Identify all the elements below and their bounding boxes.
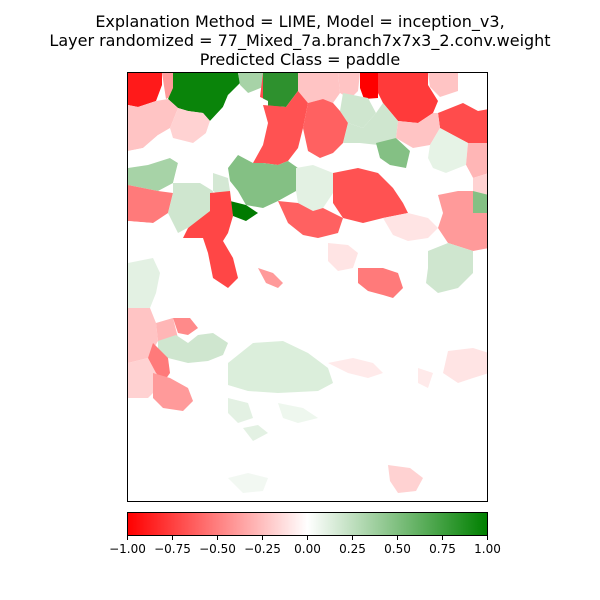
superpixel bbox=[443, 348, 487, 383]
superpixel bbox=[170, 108, 210, 143]
superpixel bbox=[228, 155, 298, 208]
superpixel bbox=[128, 358, 158, 398]
superpixel bbox=[388, 465, 423, 493]
superpixel bbox=[376, 138, 410, 168]
superpixel bbox=[253, 91, 308, 165]
superpixel bbox=[360, 73, 378, 99]
superpixel bbox=[168, 183, 213, 233]
superpixel bbox=[206, 85, 268, 163]
superpixel bbox=[458, 73, 487, 113]
colorbar-tick-label: 0.00 bbox=[294, 542, 321, 556]
superpixel bbox=[396, 113, 440, 148]
heatmap-svg bbox=[128, 73, 487, 493]
superpixel bbox=[298, 73, 340, 103]
colorbar-tick bbox=[397, 536, 398, 540]
colorbar-tick-label: −0.75 bbox=[154, 542, 191, 556]
superpixel bbox=[418, 368, 433, 388]
superpixel bbox=[378, 73, 438, 123]
colorbar bbox=[127, 512, 488, 536]
colorbar-tick bbox=[217, 536, 218, 540]
superpixel bbox=[438, 103, 487, 143]
superpixel bbox=[228, 341, 333, 393]
superpixel bbox=[383, 213, 438, 241]
superpixel bbox=[128, 135, 173, 168]
superpixel bbox=[128, 221, 158, 241]
colorbar-tick-label: 0.25 bbox=[339, 542, 366, 556]
superpixel bbox=[170, 143, 220, 183]
colorbar-ticks: −1.00 −0.75 −0.50 −0.25 0.00 0.25 0.50 0.75 1.00 bbox=[109, 536, 501, 566]
superpixel bbox=[213, 173, 230, 195]
superpixel bbox=[296, 165, 333, 211]
colorbar-tick bbox=[442, 536, 443, 540]
chart-title-line-3: Predicted Class = paddle bbox=[199, 50, 401, 69]
superpixel bbox=[128, 308, 158, 363]
chart-title-line-2: Layer randomized = 77_Mixed_7a.branch7x7… bbox=[49, 31, 551, 50]
superpixel bbox=[168, 73, 240, 121]
superpixel bbox=[428, 165, 473, 195]
superpixel bbox=[263, 73, 298, 107]
superpixel bbox=[358, 268, 403, 298]
superpixel bbox=[333, 168, 408, 223]
superpixel bbox=[278, 201, 343, 238]
superpixel bbox=[343, 103, 398, 145]
superpixel bbox=[466, 143, 487, 178]
colorbar-tick bbox=[487, 536, 488, 540]
superpixel bbox=[228, 473, 268, 493]
colorbar-tick-label: −0.25 bbox=[244, 542, 281, 556]
superpixel bbox=[183, 191, 238, 288]
superpixel bbox=[158, 333, 228, 363]
superpixel bbox=[228, 398, 253, 423]
superpixel bbox=[128, 158, 178, 191]
lime-heatmap bbox=[127, 72, 488, 502]
superpixel bbox=[148, 343, 170, 383]
superpixel bbox=[473, 191, 487, 213]
superpixel bbox=[340, 93, 376, 128]
superpixel bbox=[162, 73, 173, 99]
superpixel bbox=[128, 185, 173, 223]
chart-title-line-1: Explanation Method = LIME, Model = incep… bbox=[95, 12, 505, 31]
colorbar-tick-label: 0.75 bbox=[429, 542, 456, 556]
superpixel bbox=[428, 73, 458, 97]
superpixel bbox=[338, 73, 360, 99]
colorbar-tick-label: −1.00 bbox=[109, 542, 146, 556]
superpixel bbox=[328, 243, 358, 271]
colorbar-tick bbox=[172, 536, 173, 540]
superpixel bbox=[473, 173, 487, 195]
superpixel bbox=[128, 99, 178, 151]
superpixel bbox=[258, 268, 283, 288]
superpixel bbox=[128, 258, 160, 308]
superpixel bbox=[153, 373, 193, 411]
superpixel bbox=[173, 318, 198, 335]
colorbar-tick bbox=[307, 536, 308, 540]
superpixel bbox=[243, 425, 268, 441]
colorbar-tick-label: −0.50 bbox=[199, 542, 236, 556]
superpixel bbox=[238, 73, 263, 93]
superpixel bbox=[278, 403, 318, 423]
colorbar-tick bbox=[127, 536, 128, 540]
superpixel bbox=[230, 201, 258, 221]
colorbar-tick bbox=[352, 536, 353, 540]
superpixel bbox=[328, 358, 383, 378]
colorbar-tick-label: 0.50 bbox=[384, 542, 411, 556]
superpixel bbox=[128, 73, 162, 107]
colorbar-tick bbox=[262, 536, 263, 540]
superpixel bbox=[428, 128, 468, 173]
superpixel bbox=[438, 191, 487, 251]
superpixel bbox=[303, 99, 348, 158]
superpixel bbox=[426, 243, 473, 293]
colorbar-tick-label: 1.00 bbox=[474, 542, 501, 556]
